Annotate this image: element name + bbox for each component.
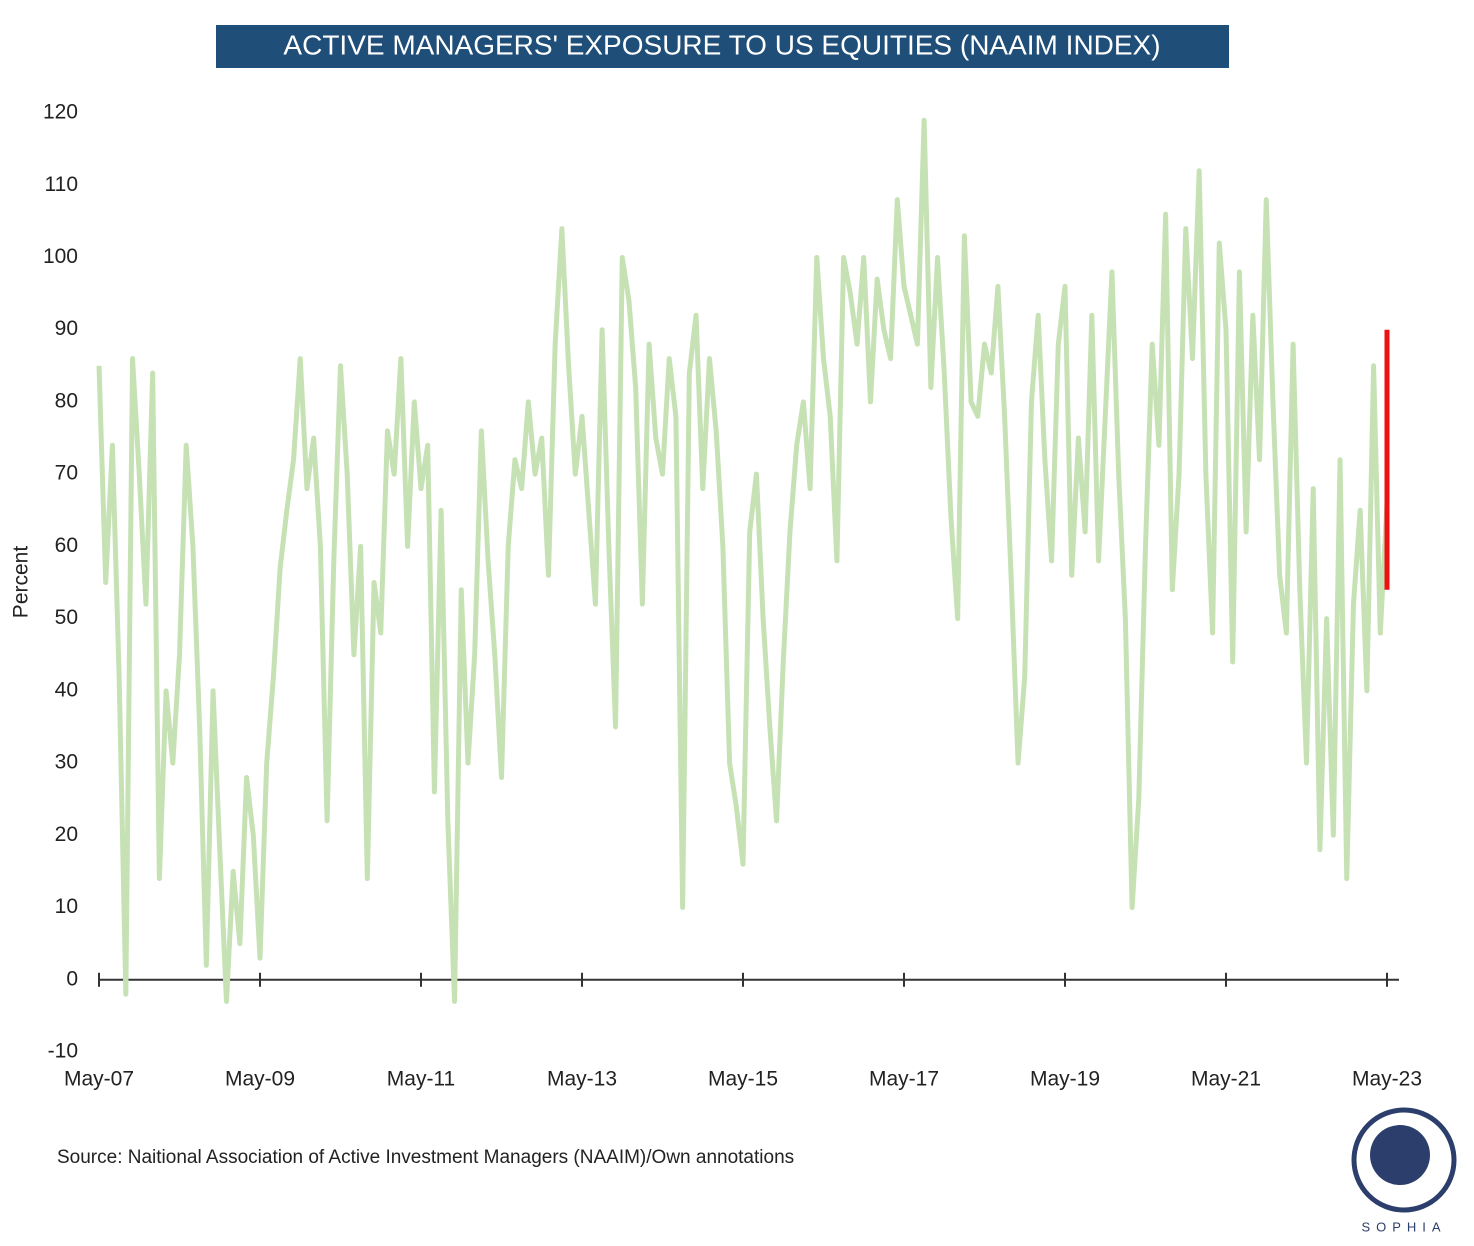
y-tick-label: 0 (66, 967, 78, 990)
logo-text: SOPHIA (1361, 1219, 1446, 1234)
source-note: Source: Naitional Association of Active … (57, 1147, 794, 1168)
x-tick-label: May-21 (1191, 1068, 1261, 1091)
logo-head (1370, 1125, 1430, 1185)
x-tick-label: May-15 (708, 1068, 778, 1091)
title-box (216, 25, 1229, 68)
y-tick-label: 110 (45, 173, 78, 196)
y-tick-label: 80 (55, 389, 78, 412)
y-tick-label: 70 (55, 462, 78, 485)
y-tick-label: 90 (55, 317, 78, 340)
x-tick-label: May-19 (1030, 1068, 1100, 1091)
y-tick-label: 50 (55, 606, 78, 629)
y-tick-label: 40 (55, 678, 78, 701)
y-tick-label: 30 (55, 751, 78, 774)
x-tick-label: May-23 (1352, 1068, 1422, 1091)
x-tick-label: May-09 (225, 1068, 295, 1091)
y-tick-label: -10 (48, 1040, 78, 1063)
y-axis-label: Percent (10, 546, 33, 619)
y-tick-label: 10 (55, 895, 78, 918)
x-tick-label: May-07 (64, 1068, 134, 1091)
chart-title: ACTIVE MANAGERS' EXPOSURE TO US EQUITIES… (283, 29, 1160, 60)
y-tick-label: 100 (43, 245, 78, 268)
series-line (96, 117, 1390, 1004)
logo-ring (1351, 1107, 1457, 1213)
y-tick-label: 60 (55, 534, 78, 557)
y-tick-label: 20 (55, 823, 78, 846)
y-tick-label: 120 (43, 101, 78, 124)
x-tick-label: May-17 (869, 1068, 939, 1091)
x-tick-label: May-11 (387, 1068, 455, 1091)
x-tick-label: May-13 (547, 1068, 617, 1091)
